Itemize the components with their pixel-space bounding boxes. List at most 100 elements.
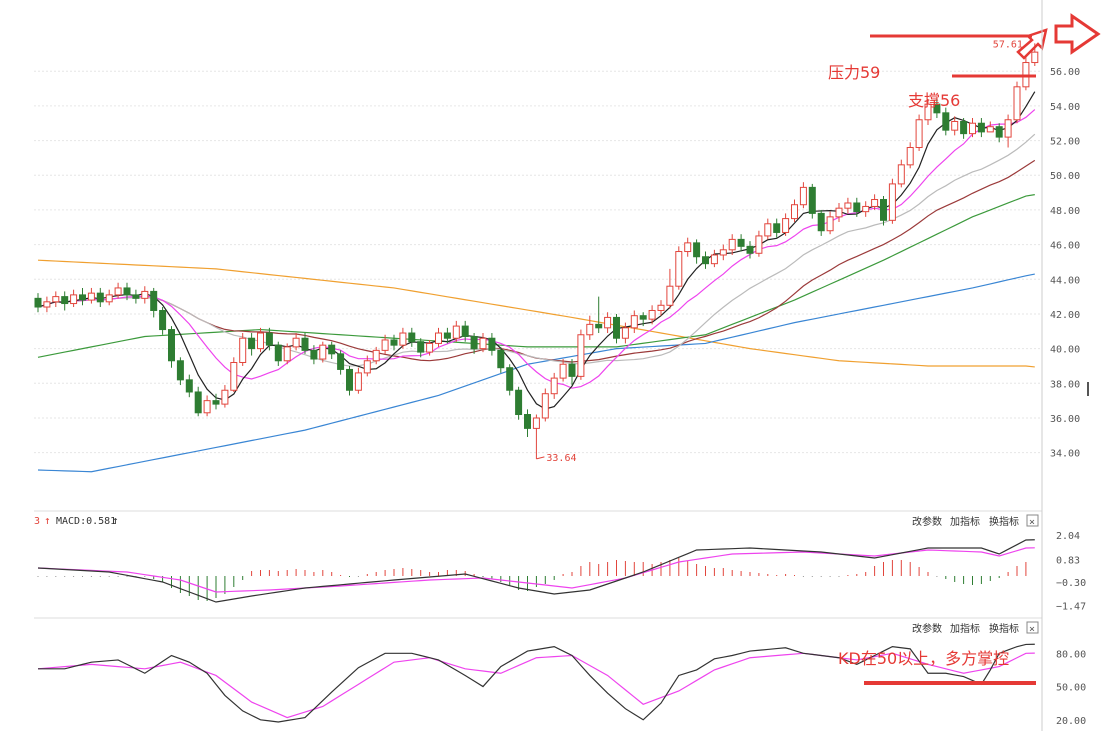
candle-body (114, 287, 122, 296)
candle-body (96, 292, 104, 303)
candle-body (248, 337, 256, 350)
candle (203, 395, 211, 417)
kd-add-indicator-button[interactable]: 加指标 (950, 622, 980, 635)
candle (328, 341, 336, 360)
candle (782, 213, 790, 236)
kd-tick-label: 50.00 (1056, 683, 1086, 694)
candle-body (710, 254, 718, 265)
candle-body (1013, 86, 1021, 121)
candle-body (719, 249, 727, 256)
candle (230, 357, 238, 392)
candle-body (577, 334, 585, 377)
candle (34, 293, 42, 313)
candle (817, 209, 825, 236)
price-tick-label: 48.00 (1050, 206, 1080, 217)
candle (461, 320, 469, 342)
candle (123, 282, 131, 301)
candle (43, 296, 51, 313)
price-tick-label: 38.00 (1050, 379, 1080, 390)
macd-close-icon[interactable]: × (1029, 517, 1035, 528)
candle-body (185, 379, 193, 393)
candle-body (897, 164, 905, 185)
candle (1004, 114, 1012, 148)
candle (586, 315, 594, 340)
candle-body (880, 199, 887, 221)
candle-body (168, 329, 175, 362)
candle (105, 289, 113, 306)
candle-body (390, 339, 398, 346)
low-marker-label: 33.64 (546, 453, 576, 464)
candle-body (274, 344, 282, 362)
candle (977, 118, 985, 138)
candle-body (532, 417, 540, 429)
candle-body (265, 332, 273, 346)
candle-body (969, 122, 976, 135)
candle-body (34, 297, 42, 308)
candle (346, 365, 353, 396)
candle (363, 355, 371, 377)
macd-tick-label: 2.04 (1056, 531, 1080, 542)
candle (880, 196, 887, 226)
candle-body (150, 290, 158, 311)
candle-body (986, 126, 994, 133)
candle-body (630, 315, 638, 329)
candle-body (363, 360, 371, 374)
candle-body (604, 316, 612, 329)
candle-body (835, 207, 843, 218)
candle (577, 329, 585, 380)
candle-body (657, 304, 665, 311)
candle (212, 393, 220, 410)
macd-close-button[interactable] (1026, 514, 1039, 527)
candle (969, 118, 976, 138)
candle-body (488, 337, 496, 351)
price-tick-label: 42.00 (1050, 310, 1080, 321)
candle (354, 367, 362, 394)
price-tick-label: 56.00 (1050, 67, 1080, 78)
candle-body (443, 332, 451, 339)
kd-close-icon[interactable]: × (1029, 624, 1035, 635)
candle (194, 386, 202, 417)
candle-body (924, 103, 932, 121)
ma20-line (37, 133, 1036, 367)
candle-body (452, 325, 460, 339)
candle-body (693, 242, 701, 258)
candle (657, 300, 665, 316)
candle-body (381, 339, 389, 351)
candle-body (817, 212, 825, 232)
candle (381, 334, 389, 354)
candle (639, 312, 647, 327)
candle (648, 305, 656, 325)
candle-body (132, 294, 140, 299)
candle (408, 327, 416, 347)
candle (924, 98, 932, 125)
candle-body (1004, 119, 1012, 138)
grid (34, 70, 1042, 454)
macd-tick-label: 0.83 (1056, 555, 1080, 566)
candle-body (203, 400, 211, 414)
candle-body (702, 256, 709, 265)
kd-change-params-button[interactable]: 改参数 (912, 622, 942, 635)
kd-close-button[interactable] (1026, 621, 1039, 634)
candle-body (915, 119, 923, 148)
candle (871, 194, 879, 210)
candle-body (871, 199, 879, 207)
candle (70, 289, 78, 308)
kd-switch-indicator-button[interactable]: 换指标 (989, 622, 1019, 635)
candle-body (159, 309, 167, 331)
candle-body (550, 377, 558, 395)
candle-body (257, 332, 264, 350)
candle-body (541, 393, 549, 419)
candle (96, 287, 104, 308)
macd-change-params-button[interactable]: 改参数 (912, 515, 942, 528)
candle (132, 289, 140, 304)
candle (906, 142, 914, 169)
candle-body (176, 360, 184, 381)
candle (452, 320, 460, 342)
macd-switch-indicator-button[interactable]: 换指标 (989, 515, 1019, 528)
candle-body (639, 315, 647, 320)
candle (248, 333, 256, 356)
macd-add-indicator-button[interactable]: 加指标 (950, 515, 980, 528)
candle (933, 98, 941, 119)
macd-dea-line (37, 547, 1035, 593)
candle (532, 414, 540, 459)
